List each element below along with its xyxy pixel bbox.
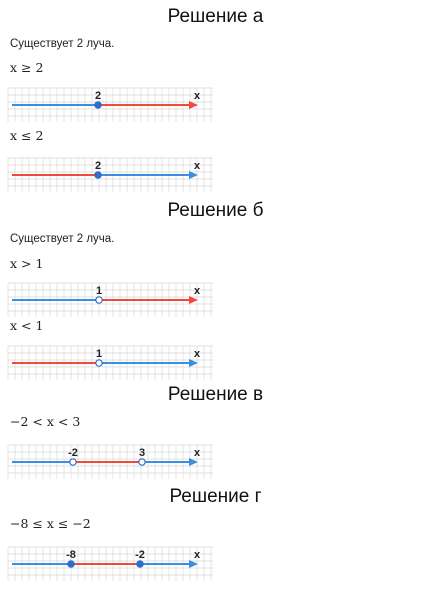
number-line-d: x -8 -2 — [7, 546, 213, 581]
number-line-c: x -2 3 — [7, 444, 213, 479]
axis-label-x: x — [194, 549, 201, 561]
axis-label-x: x — [194, 285, 201, 297]
inequality-b2: x < 1 — [10, 318, 44, 333]
arrow-head — [189, 458, 198, 466]
filled-point — [94, 171, 102, 179]
axis-label-x: x — [194, 90, 201, 102]
section-heading-a: Решение а — [167, 6, 264, 27]
point-label: 2 — [95, 90, 101, 102]
number-line-a1: x2 — [7, 87, 213, 122]
arrow-head — [189, 101, 198, 109]
inequality-a2: x ≤ 2 — [10, 128, 44, 143]
point-label: -2 — [135, 549, 145, 561]
point-label: 1 — [96, 348, 102, 360]
arrow-head — [189, 171, 198, 179]
open-point — [69, 458, 77, 466]
axis-label-x: x — [194, 348, 201, 360]
arrow-head — [189, 296, 198, 304]
arrow-head — [189, 359, 198, 367]
arrow-head — [189, 560, 198, 568]
point-label: -2 — [68, 447, 78, 459]
open-point — [138, 458, 146, 466]
inequality-d: −8 ≤ x ≤ −2 — [10, 516, 91, 531]
point-label: -8 — [66, 549, 76, 561]
open-point — [95, 359, 103, 367]
inequality-c: −2 < x < 3 — [10, 414, 81, 429]
axis-label-x: x — [194, 447, 201, 459]
section-heading-c: Решение в — [167, 384, 264, 405]
number-line-a2: x2 — [7, 157, 213, 192]
inequality-b1: x > 1 — [10, 256, 44, 271]
filled-point — [67, 560, 75, 568]
point-label: 3 — [139, 447, 145, 459]
filled-point — [136, 560, 144, 568]
number-line-b1: x1 — [7, 282, 213, 317]
point-label: 2 — [95, 160, 101, 172]
filled-point — [94, 101, 102, 109]
point-label: 1 — [96, 285, 102, 297]
section-text-b: Существует 2 луча. — [10, 233, 115, 245]
number-line-b2: x1 — [7, 345, 213, 380]
axis-label-x: x — [194, 160, 201, 172]
section-text-a: Существует 2 луча. — [10, 38, 115, 50]
section-heading-b: Решение б — [167, 200, 264, 221]
section-heading-d: Решение г — [169, 486, 262, 507]
open-point — [95, 296, 103, 304]
inequality-a1: x ≥ 2 — [10, 60, 44, 75]
